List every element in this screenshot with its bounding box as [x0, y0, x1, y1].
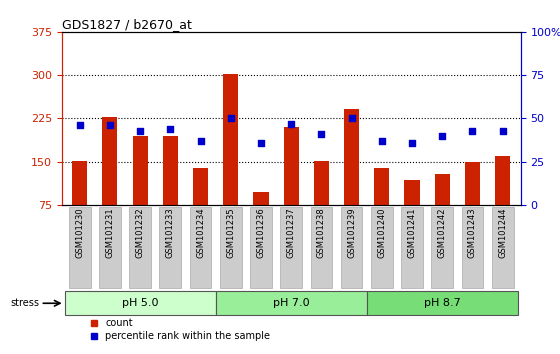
Bar: [193, 167, 208, 205]
Bar: [223, 74, 239, 205]
Text: GDS1827 / b2670_at: GDS1827 / b2670_at: [62, 18, 192, 31]
Text: stress: stress: [10, 298, 39, 308]
Point: [75, 122, 84, 128]
FancyBboxPatch shape: [311, 207, 332, 288]
Text: GSM101244: GSM101244: [498, 208, 507, 258]
Text: GSM101243: GSM101243: [468, 208, 477, 258]
FancyBboxPatch shape: [64, 291, 216, 315]
Point: [347, 116, 356, 121]
FancyBboxPatch shape: [367, 291, 518, 315]
Point: [136, 128, 144, 133]
FancyBboxPatch shape: [160, 207, 181, 288]
Point: [196, 138, 205, 144]
Text: percentile rank within the sample: percentile rank within the sample: [105, 331, 270, 341]
FancyBboxPatch shape: [401, 207, 423, 288]
FancyBboxPatch shape: [220, 207, 242, 288]
Point: [166, 126, 175, 132]
Point: [438, 133, 447, 139]
FancyBboxPatch shape: [99, 207, 121, 288]
Bar: [163, 136, 178, 205]
Bar: [314, 161, 329, 205]
Bar: [102, 117, 118, 205]
Point: [287, 121, 296, 126]
Bar: [435, 175, 450, 205]
Text: GSM101230: GSM101230: [75, 208, 84, 258]
Point: [468, 128, 477, 133]
Bar: [72, 161, 87, 205]
Text: GSM101241: GSM101241: [408, 208, 417, 258]
FancyBboxPatch shape: [250, 207, 272, 288]
Bar: [133, 136, 148, 205]
Point: [498, 128, 507, 133]
Bar: [465, 162, 480, 205]
Text: GSM101239: GSM101239: [347, 208, 356, 258]
Point: [408, 140, 417, 145]
FancyBboxPatch shape: [216, 291, 367, 315]
Point: [226, 116, 235, 121]
Point: [256, 140, 265, 145]
Bar: [404, 180, 419, 205]
Text: GSM101233: GSM101233: [166, 208, 175, 258]
Point: [317, 131, 326, 137]
Bar: [495, 156, 510, 205]
Text: GSM101235: GSM101235: [226, 208, 235, 258]
FancyBboxPatch shape: [492, 207, 514, 288]
Bar: [344, 109, 359, 205]
Bar: [374, 167, 389, 205]
Text: GSM101238: GSM101238: [317, 208, 326, 258]
Text: GSM101240: GSM101240: [377, 208, 386, 258]
FancyBboxPatch shape: [69, 207, 91, 288]
Text: GSM101231: GSM101231: [105, 208, 114, 258]
Text: count: count: [105, 318, 133, 327]
Bar: [284, 127, 298, 205]
Text: GSM101237: GSM101237: [287, 208, 296, 258]
FancyBboxPatch shape: [129, 207, 151, 288]
Text: pH 8.7: pH 8.7: [424, 298, 461, 308]
Text: GSM101232: GSM101232: [136, 208, 144, 258]
FancyBboxPatch shape: [340, 207, 362, 288]
Text: pH 7.0: pH 7.0: [273, 298, 310, 308]
FancyBboxPatch shape: [190, 207, 212, 288]
Text: GSM101236: GSM101236: [256, 208, 265, 258]
FancyBboxPatch shape: [431, 207, 453, 288]
Bar: [254, 192, 269, 205]
Text: GSM101242: GSM101242: [438, 208, 447, 258]
Text: GSM101234: GSM101234: [196, 208, 205, 258]
FancyBboxPatch shape: [371, 207, 393, 288]
FancyBboxPatch shape: [461, 207, 483, 288]
Point: [105, 122, 114, 128]
FancyBboxPatch shape: [281, 207, 302, 288]
Text: pH 5.0: pH 5.0: [122, 298, 158, 308]
Point: [377, 138, 386, 144]
